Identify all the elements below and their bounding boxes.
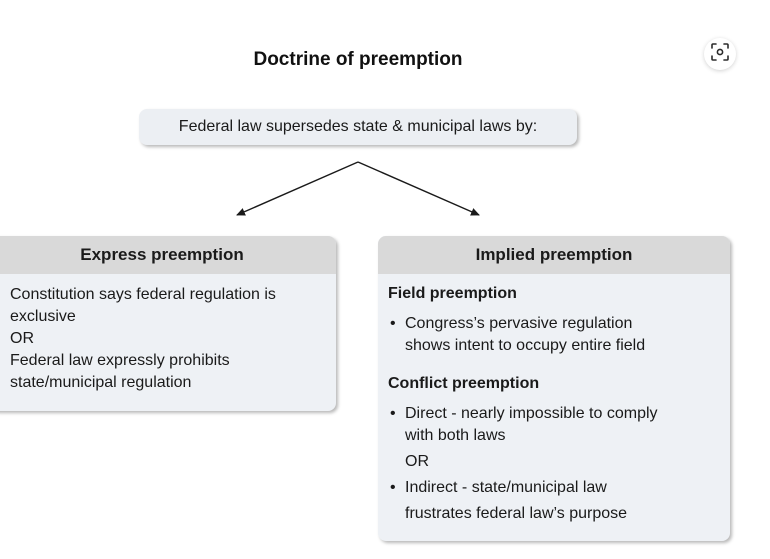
implied-preemption-body: Field preemption • Congress’s pervasive … bbox=[378, 274, 730, 525]
express-preemption-heading: Express preemption bbox=[0, 236, 336, 274]
express-preemption-body: Constitution says federal regulation is … bbox=[0, 274, 336, 394]
bullet-text: Congress’s pervasive regulation bbox=[405, 315, 633, 332]
express-line: Federal law expressly prohibits bbox=[10, 352, 230, 369]
bullet-text: Direct - nearly impossible to comply bbox=[405, 405, 658, 422]
bullet-text: shows intent to occupy entire field bbox=[405, 337, 646, 354]
root-node: Federal law supersedes state & municipal… bbox=[139, 109, 577, 145]
express-line: exclusive bbox=[10, 308, 76, 325]
root-node-label: Federal law supersedes state & municipal… bbox=[178, 118, 538, 135]
conflict-or: OR bbox=[405, 453, 429, 470]
bullet-text: frustrates federal law’s purpose bbox=[405, 505, 628, 522]
field-preemption-heading: Field preemption bbox=[388, 285, 517, 302]
conflict-preemption-heading: Conflict preemption bbox=[388, 375, 540, 392]
diagram-title: Doctrine of preemption bbox=[253, 49, 463, 70]
arrow-to-implied bbox=[357, 161, 480, 216]
conflict-preemption-bullet-direct: • Direct - nearly impossible to comply w… bbox=[388, 403, 718, 447]
arrow-to-express bbox=[236, 161, 359, 216]
express-preemption-box: Express preemption Constitution says fed… bbox=[0, 236, 336, 411]
express-line: Constitution says federal regulation is bbox=[10, 286, 276, 303]
bullet-marker: • bbox=[390, 405, 396, 422]
express-or: OR bbox=[10, 330, 34, 347]
conflict-preemption-bullet-indirect: • Indirect - state/municipal law frustra… bbox=[388, 477, 718, 525]
scan-icon bbox=[710, 42, 730, 67]
implied-preemption-heading: Implied preemption bbox=[378, 236, 730, 274]
scan-button[interactable] bbox=[704, 38, 736, 70]
bullet-marker: • bbox=[390, 315, 396, 332]
express-line: state/municipal regulation bbox=[10, 374, 192, 391]
field-preemption-bullet: • Congress’s pervasive regulation shows … bbox=[388, 313, 718, 357]
bullet-text: with both laws bbox=[405, 427, 506, 444]
implied-preemption-box: Implied preemption Field preemption • Co… bbox=[378, 236, 730, 541]
bullet-text: Indirect - state/municipal law bbox=[405, 479, 607, 496]
bullet-marker: • bbox=[390, 479, 396, 496]
